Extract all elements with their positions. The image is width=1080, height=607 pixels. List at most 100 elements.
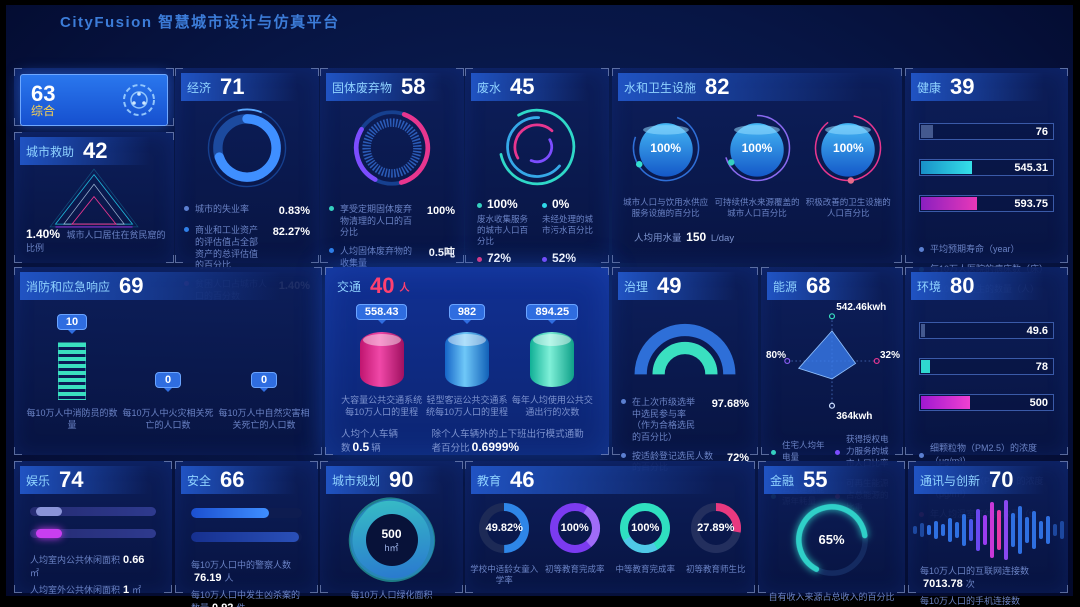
stat-value: 7013.78 xyxy=(923,578,963,590)
stat-value: 72% xyxy=(487,250,512,265)
stat-row: 享受定期固体废弃物清理的人口的百分比 100% xyxy=(329,204,455,239)
governance-gauge-chart xyxy=(612,300,758,380)
fire-metric: 10 每10万人中消防员的数量 xyxy=(24,314,120,432)
hub-icon xyxy=(123,84,155,116)
bar-value: 593.75 xyxy=(1014,197,1048,210)
stat-row: 在上次市级选举中选民参与率（作为合格选民的百分比） 97.68% xyxy=(621,397,749,444)
panel-title: 通讯与创新 xyxy=(920,473,981,488)
panel-score: 58 xyxy=(401,74,426,99)
bullet-icon xyxy=(542,257,547,263)
stat-label: 在上次市级选举中选民参与率（作为合格选民的百分比） xyxy=(632,397,696,443)
stat-label: 每10万人口中发生凶杀案的数量 xyxy=(191,590,301,607)
panel-title: 教育 xyxy=(477,473,502,488)
gauge-value: 100% xyxy=(650,141,681,155)
stat-label: 废水收集服务的城市人口百分比 xyxy=(477,213,529,246)
panel-transport: 交通 40 人 558.43 大容量公共交通系统每10万人口的里程 982 轻型… xyxy=(325,267,609,455)
education-donut: 100% 中等教育完成率 xyxy=(611,500,679,586)
panel-score: 82 xyxy=(705,74,730,99)
economy-donut-chart xyxy=(175,101,319,195)
cylinder-bar xyxy=(530,332,575,387)
bullet-icon xyxy=(919,247,924,252)
panel-fire-emergency: 消防和应急响应 69 10 每10万人中消防员的数量 0 每10万人中火灾相关死… xyxy=(14,267,322,455)
stat-unit: ㎡ xyxy=(132,585,142,595)
stat-unit: ㎡ xyxy=(30,568,40,578)
stat-label: 人均室外公共休闲面积 xyxy=(30,585,121,595)
water-footer: 人均用水量 150 L/day xyxy=(612,220,902,244)
person-icon: 人 xyxy=(399,282,410,294)
value-bubble: 0 xyxy=(155,372,181,392)
panel-solid-waste: 固体废弃物 58 享受定期固体废弃物清理的人口的百分比 100% 人均固体废弃物… xyxy=(320,68,464,298)
transport-metric: 982 轻型客运公共交通系统每10万人口的里程 xyxy=(424,304,509,418)
gauge-value: 100% xyxy=(832,141,864,155)
rescue-triangle-chart xyxy=(14,165,174,231)
panel-score: 45 xyxy=(510,74,535,99)
bar-value: 76 xyxy=(1035,125,1048,138)
stat-value: 100% xyxy=(426,205,455,217)
bullet-icon xyxy=(771,449,776,455)
stat-unit: 次 xyxy=(965,579,975,589)
panel-title: 安全 xyxy=(187,473,212,488)
panel-score: 49 xyxy=(657,273,682,298)
transport-cylinder-chart: 558.43 大容量公共交通系统每10万人口的里程 982 轻型客运公共交通系统… xyxy=(325,300,609,418)
panel-score: 40 xyxy=(370,273,395,298)
panel-overall: 63 综合 xyxy=(14,68,174,126)
bullet-icon xyxy=(329,206,334,211)
stat-row: 人均室外公共休闲面积 1 ㎡ xyxy=(14,581,172,598)
stat-label: 每10万人口的手机连接数 xyxy=(920,596,1021,606)
panel-score: 70 xyxy=(989,467,1014,492)
fire-metric: 0 每10万人中火灾相关死亡的人口数 xyxy=(120,314,216,432)
slider-knob xyxy=(36,507,62,516)
striped-bar xyxy=(58,342,86,400)
legend-label: 平均预期寿命（year） xyxy=(930,244,1020,254)
panel-score: 71 xyxy=(220,74,245,99)
stat-value: 76.19 xyxy=(194,572,222,584)
stat-unit: 辆 xyxy=(371,443,381,454)
finance-ring-gauge: 65% xyxy=(786,494,878,586)
cylinder-bar xyxy=(359,332,404,387)
education-donut: 27.89% 初等教育师生比 xyxy=(682,500,750,586)
panel-education: 教育 46 49.82% 学校中适龄女童入学率 100% 初等教育完成率 xyxy=(465,461,755,593)
stat-value: 0.6999% xyxy=(471,440,520,454)
stat-label: 人均用水量 xyxy=(634,232,682,244)
stat-label: 享受定期固体废弃物清理的人口的百分比 xyxy=(340,204,413,238)
slider-knob xyxy=(36,529,62,538)
center-unit: h㎡ xyxy=(384,542,399,553)
value-bubble: 10 xyxy=(56,314,88,334)
bar-value: 78 xyxy=(1035,360,1048,373)
metric-label: 每10万人口绿化面积 xyxy=(350,590,433,600)
water-ball-chart xyxy=(723,114,791,182)
overall-label: 综合 xyxy=(31,103,56,118)
axis-label-top: 542.46kwh xyxy=(836,302,887,313)
stat-value: 100% xyxy=(487,197,518,211)
bar-value: 500 xyxy=(1029,396,1048,409)
stat-row: 每10万人口中的警察人数 76.19 人 xyxy=(175,556,318,586)
water-gauge: 100% 积极改善的卫生设施的人口百分比 xyxy=(804,105,892,220)
panel-score: 68 xyxy=(806,273,831,298)
slider-indoor xyxy=(30,507,156,516)
energy-radar-chart: 542.46kwh 32% 80% 364kwh xyxy=(761,300,903,422)
panel-score: 46 xyxy=(510,467,535,492)
panel-score: 69 xyxy=(119,273,144,298)
bullet-icon xyxy=(477,257,482,263)
panel-score: 39 xyxy=(950,74,975,99)
cylinder-bar xyxy=(444,332,489,387)
progress-bar xyxy=(191,508,302,518)
overall-score: 63 xyxy=(31,80,56,106)
bullet-icon xyxy=(542,203,547,209)
metric-label: 每年人均使用公共交通出行的次数 xyxy=(511,395,593,418)
donut-label: 初等教育完成率 xyxy=(544,564,605,574)
panel-title: 废水 xyxy=(477,80,502,95)
bullet-icon xyxy=(477,203,482,209)
center-value: 500 xyxy=(381,526,402,541)
donut-value: 27.89% xyxy=(697,522,735,534)
bar-value: 49.6 xyxy=(1026,324,1048,337)
panel-rescue: 城市救助 42 1.40% 城市人口居住在贫民窟的比例 xyxy=(14,132,174,263)
gauge-label: 积极改善的卫生设施的人口百分比 xyxy=(805,197,891,219)
stat-row: 人均室内公共休闲面积 0.66 ㎡ xyxy=(14,551,172,581)
stat-row: 每10万人口的手机连接数29697.92次 xyxy=(908,592,1068,607)
environment-bars-chart: 49.6 78 500 xyxy=(905,300,1068,411)
panel-title: 城市救助 xyxy=(26,144,75,159)
overall-score-card: 63 综合 xyxy=(20,74,168,126)
slider-outdoor xyxy=(30,529,156,538)
